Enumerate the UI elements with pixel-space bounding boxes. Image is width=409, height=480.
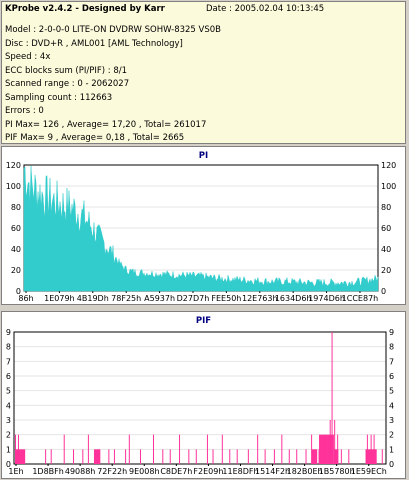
pi-ytick-left: 60 (11, 224, 21, 233)
info-sampling: Sampling count : 112663 (5, 92, 113, 103)
pif-xtick-label: 49088h (65, 467, 96, 476)
pif-xtick-label: 1Eh (8, 467, 23, 476)
pif-dense-bar (15, 449, 26, 464)
pif-xtick-label: 11E8DFh (222, 467, 258, 476)
pif-chart-panel: PIF 0 0 1 1 2 2 3 3 4 4 5 5 6 6 7 7 8 8 9 9 1Eh 1D8BFh 49088h 7… (1, 311, 406, 479)
pi-chart-panel: PI 0 0 20 20 40 40 60 60 80 80 100 100 120 120 86h 1E07… (1, 146, 406, 305)
pif-dense-bar (333, 449, 339, 464)
app-title: KProbe v2.4.2 - Designed by Karr (5, 4, 165, 14)
pi-series-area (23, 165, 379, 292)
pi-xtick-label: 86h (18, 294, 33, 303)
pi-ytick-left: 120 (6, 161, 21, 170)
pif-ytick-left: 1 (6, 445, 11, 454)
pi-ytick-right: 60 (381, 224, 391, 233)
info-lines: Model : 2-0-0-0 LITE-ON DVDRW SOHW-8325 … (5, 24, 221, 146)
pi-ytick-right: 100 (381, 182, 396, 191)
pif-xtick-label: 1D8BFh (32, 467, 64, 476)
pif-dense-bar (311, 449, 318, 464)
info-pi-stats: PI Max= 126 , Average= 17,20 , Total= 26… (5, 119, 207, 130)
pif-chart: 0 0 1 1 2 2 3 3 4 4 5 5 6 6 7 7 8 8 9 9 1Eh 1D8BFh 49088h 72F22… (6, 328, 394, 476)
pif-chart-title: PIF (195, 316, 212, 326)
pi-chart-title: PI (198, 151, 209, 161)
info-pif-stats: PIF Max= 9 , Average= 0,18 , Total= 2665 (5, 133, 185, 143)
pi-xtick-label: D27D7h (177, 294, 210, 303)
pi-ytick-right: 120 (381, 161, 396, 170)
pif-ytick-left: 7 (6, 357, 11, 366)
pif-ytick-right: 4 (389, 401, 394, 410)
pi-xtick-label: 4B19Dh (77, 294, 109, 303)
pif-dense-bar (93, 449, 101, 464)
pif-ytick-left: 4 (6, 401, 11, 410)
info-disc: Disc : DVD+R , AML001 [AML Technology] (5, 38, 183, 49)
pif-xtick-label: 182B0Eh (287, 467, 323, 476)
info-ecc: ECC blocks sum (PI/PIF) : 8/1 (5, 65, 128, 76)
pif-plot-frame (13, 331, 387, 465)
pif-ytick-right: 5 (389, 387, 394, 396)
pif-ytick-right: 1 (389, 445, 394, 454)
pif-xtick-label: 1B5780h (319, 467, 355, 476)
pif-ytick-right: 0 (389, 460, 394, 469)
pif-ytick-right: 9 (389, 328, 394, 337)
scan-date: Date : 2005.02.04 10:13:45 (206, 4, 325, 14)
pif-xtick-label: 1514F2h (255, 467, 290, 476)
pif-ytick-right: 8 (389, 343, 394, 352)
pif-ytick-right: 2 (389, 431, 394, 440)
pi-xtick-label: 12E763h (242, 294, 278, 303)
info-errors: Errors : 0 (5, 106, 44, 116)
pif-ytick-left: 3 (6, 416, 11, 425)
pif-ytick-left: 9 (6, 328, 11, 337)
pif-ytick-left: 2 (6, 431, 11, 440)
pif-ytick-right: 6 (389, 372, 394, 381)
pi-ytick-right: 0 (381, 287, 386, 296)
pi-xtick-label: FEE50h (211, 294, 241, 303)
pif-ytick-right: 3 (389, 416, 394, 425)
pif-xtick-label: 72F22h (97, 467, 127, 476)
info-range: Scanned range : 0 - 2062027 (5, 79, 130, 89)
pi-xtick-label: 1634D6h (275, 294, 312, 303)
pi-ytick-right: 80 (381, 203, 391, 212)
pi-xtick-label: 1E079h (44, 294, 74, 303)
pif-xtick-label: C8DE7h (160, 467, 192, 476)
info-speed: Speed : 4x (5, 52, 51, 62)
pif-ytick-left: 0 (6, 460, 11, 469)
pi-xtick-label: A5937h (144, 294, 175, 303)
pif-ytick-left: 8 (6, 343, 11, 352)
pi-ytick-left: 40 (11, 245, 21, 254)
info-model: Model : 2-0-0-0 LITE-ON DVDRW SOHW-8325 … (5, 25, 221, 35)
pi-ytick-left: 100 (6, 182, 21, 191)
pi-xtick-label: 1CCE87h (342, 294, 379, 303)
pif-ytick-left: 6 (6, 372, 11, 381)
pi-xtick-label: 78F25h (111, 294, 141, 303)
pif-xtick-label: 9E008h (129, 467, 159, 476)
info-panel: KProbe v2.4.2 - Designed by Karr Date : … (1, 1, 406, 144)
pi-ytick-left: 0 (16, 287, 21, 296)
pif-ytick-right: 7 (389, 357, 394, 366)
pi-ytick-right: 40 (381, 245, 391, 254)
pi-xtick-label: 1974D6h (308, 294, 345, 303)
pif-xtick-label: F2E09h (193, 467, 223, 476)
pif-ytick-left: 5 (6, 387, 11, 396)
pi-ytick-right: 20 (381, 266, 391, 275)
pif-xtick-label: 1E59ECh (351, 467, 387, 476)
pi-ytick-left: 20 (11, 266, 21, 275)
pi-ytick-left: 80 (11, 203, 21, 212)
pi-chart: 0 0 20 20 40 40 60 60 80 80 100 100 120 120 86h 1E079h 4… (6, 161, 397, 303)
